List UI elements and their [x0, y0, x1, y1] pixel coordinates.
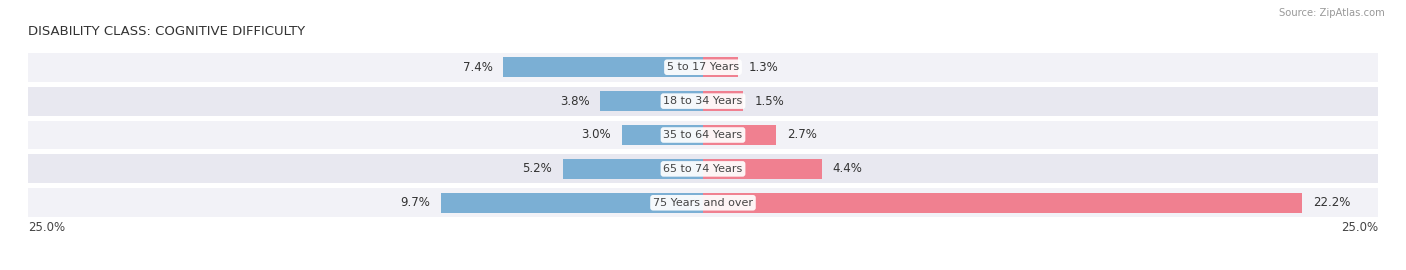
Text: 25.0%: 25.0%: [28, 221, 65, 234]
Bar: [503, 58, 703, 77]
Text: 2.7%: 2.7%: [787, 129, 817, 141]
Text: 25.0%: 25.0%: [1341, 221, 1378, 234]
Bar: [441, 193, 703, 212]
Bar: [703, 193, 1302, 212]
Text: 4.4%: 4.4%: [832, 162, 862, 176]
Text: 1.5%: 1.5%: [754, 94, 785, 108]
Text: 75 Years and over: 75 Years and over: [652, 198, 754, 208]
Bar: [621, 125, 703, 145]
Text: 18 to 34 Years: 18 to 34 Years: [664, 96, 742, 106]
Bar: [703, 159, 821, 179]
Text: 5 to 17 Years: 5 to 17 Years: [666, 62, 740, 72]
Bar: [562, 159, 703, 179]
Bar: [28, 188, 1378, 217]
Bar: [28, 121, 1378, 149]
Text: 1.3%: 1.3%: [749, 61, 779, 74]
Bar: [28, 154, 1378, 183]
Text: 5.2%: 5.2%: [522, 162, 551, 176]
Text: 7.4%: 7.4%: [463, 61, 492, 74]
Text: DISABILITY CLASS: COGNITIVE DIFFICULTY: DISABILITY CLASS: COGNITIVE DIFFICULTY: [28, 25, 305, 38]
Bar: [703, 125, 776, 145]
Text: Source: ZipAtlas.com: Source: ZipAtlas.com: [1279, 8, 1385, 18]
Bar: [703, 58, 738, 77]
Bar: [600, 91, 703, 111]
Bar: [703, 91, 744, 111]
Text: 3.8%: 3.8%: [560, 94, 589, 108]
Bar: [28, 87, 1378, 116]
Text: 9.7%: 9.7%: [401, 196, 430, 209]
Text: 3.0%: 3.0%: [582, 129, 612, 141]
Text: 22.2%: 22.2%: [1313, 196, 1351, 209]
Bar: [28, 53, 1378, 82]
Text: 35 to 64 Years: 35 to 64 Years: [664, 130, 742, 140]
Text: 65 to 74 Years: 65 to 74 Years: [664, 164, 742, 174]
